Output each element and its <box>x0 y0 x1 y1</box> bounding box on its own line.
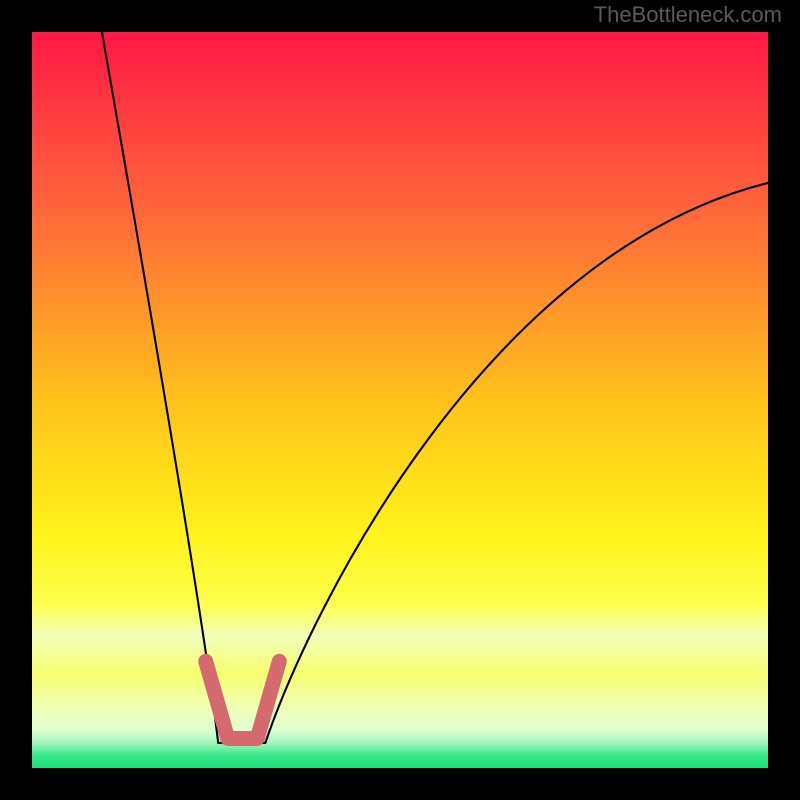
chart-frame: TheBottleneck.com <box>0 0 800 800</box>
watermark-text: TheBottleneck.com <box>594 2 782 28</box>
plot-border <box>32 32 768 768</box>
u-marker <box>206 661 280 738</box>
bottleneck-curve <box>102 32 768 743</box>
plot-area <box>32 32 768 768</box>
curve-layer <box>32 32 768 768</box>
